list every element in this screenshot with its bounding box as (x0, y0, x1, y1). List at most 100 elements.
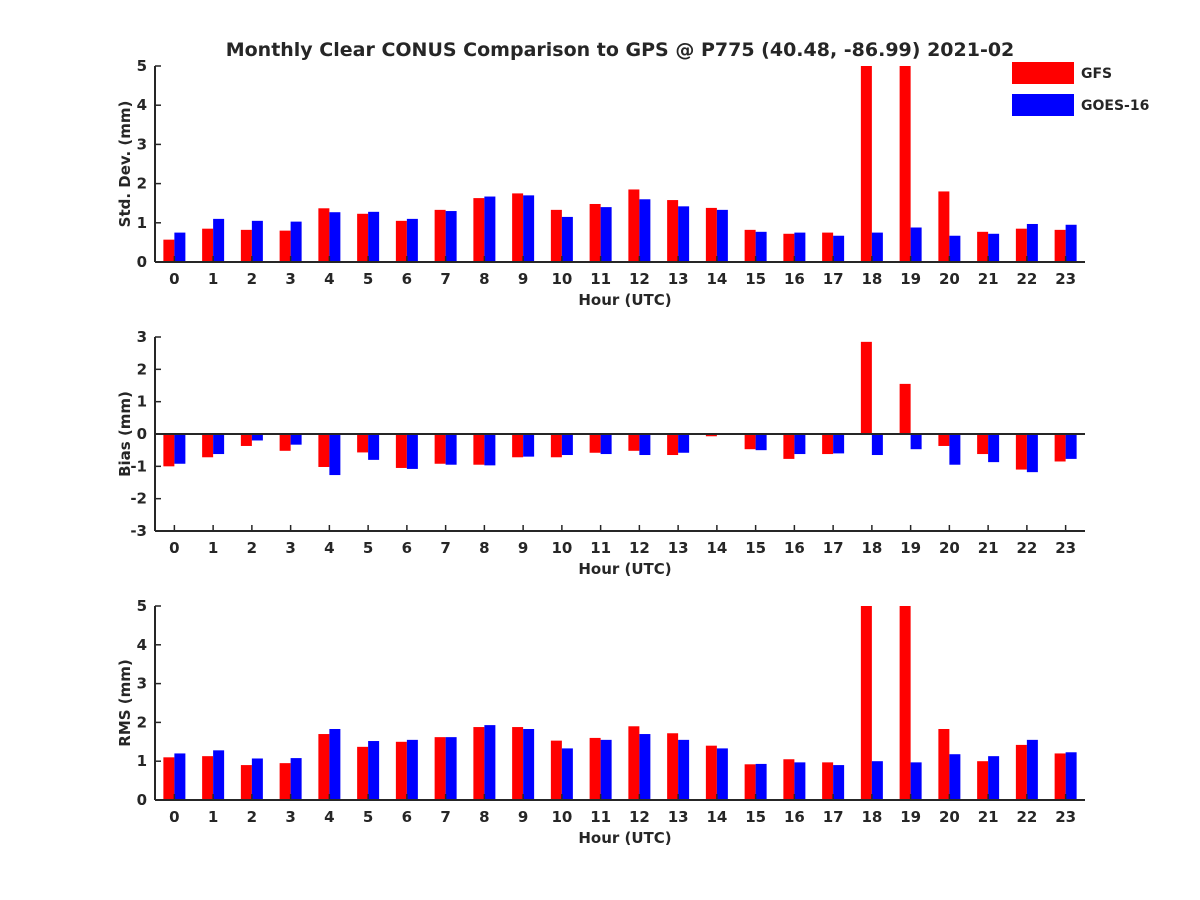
x-tick-label: 8 (479, 539, 489, 557)
bar-gfs-hour-22 (1015, 228, 1027, 262)
x-tick-label: 4 (324, 270, 334, 288)
y-tick-label: 2 (137, 713, 147, 731)
bar-gfs-hour-2 (240, 765, 252, 800)
bar-gfs-hour-23 (1054, 753, 1066, 800)
bar-gfs-hour-20 (938, 191, 950, 262)
bar-goes-16-hour-1 (213, 434, 225, 455)
bar-gfs-hour-8 (473, 198, 485, 262)
legend: GFS GOES-16 (1012, 62, 1149, 116)
bar-goes-16-hour-16 (794, 434, 806, 455)
y-tick-label: 3 (137, 675, 147, 693)
bar-gfs-hour-17 (822, 762, 834, 800)
x-tick-label: 11 (590, 808, 611, 826)
bar-goes-16-hour-5 (368, 434, 380, 460)
x-tick-label: 21 (978, 270, 999, 288)
bar-goes-16-hour-11 (600, 207, 612, 262)
x-tick-label: 18 (861, 270, 882, 288)
bar-gfs-hour-19 (899, 383, 911, 434)
x-tick-label: 13 (668, 270, 689, 288)
bar-gfs-hour-2 (240, 434, 252, 446)
x-tick-label: 16 (784, 808, 805, 826)
x-tick-label: 17 (823, 808, 844, 826)
bar-gfs-hour-4 (318, 734, 330, 800)
bar-gfs-hour-15 (744, 229, 756, 262)
bar-gfs-hour-6 (395, 434, 407, 468)
x-tick-label: 16 (784, 270, 805, 288)
x-tick-label: 8 (479, 808, 489, 826)
bar-goes-16-hour-22 (1026, 739, 1038, 800)
x-tick-label: 17 (823, 270, 844, 288)
bar-gfs-hour-13 (667, 200, 679, 262)
x-tick-label: 11 (590, 270, 611, 288)
bar-gfs-hour-16 (783, 434, 795, 459)
x-tick-label: 14 (706, 539, 727, 557)
x-tick-label: 5 (363, 270, 373, 288)
x-tick-label: 21 (978, 808, 999, 826)
x-tick-label: 20 (939, 270, 960, 288)
bar-gfs-hour-4 (318, 208, 330, 262)
bar-goes-16-hour-11 (600, 739, 612, 800)
x-axis-label: Hour (UTC) (578, 560, 671, 578)
bar-goes-16-hour-20 (949, 235, 961, 262)
x-tick-label: 0 (169, 539, 179, 557)
bar-gfs-hour-16 (783, 759, 795, 800)
y-tick-label: 1 (137, 393, 147, 411)
x-tick-label: 2 (247, 539, 257, 557)
bar-gfs-hour-18 (860, 341, 872, 434)
x-tick-label: 9 (518, 808, 528, 826)
x-tick-label: 23 (1055, 270, 1076, 288)
x-tick-label: 19 (900, 270, 921, 288)
bar-goes-16-hour-2 (251, 220, 263, 262)
bar-gfs-hour-2 (240, 229, 252, 262)
bar-gfs-hour-3 (279, 763, 291, 800)
bar-gfs-hour-0 (163, 757, 175, 800)
bar-goes-16-hour-13 (678, 739, 690, 800)
bar-goes-16-hour-0 (174, 232, 186, 262)
bar-goes-16-hour-22 (1026, 223, 1038, 262)
bar-goes-16-hour-20 (949, 754, 961, 800)
bar-gfs-hour-14 (705, 745, 717, 800)
bar-goes-16-hour-16 (794, 762, 806, 800)
x-tick-label: 0 (169, 270, 179, 288)
x-tick-label: 10 (551, 539, 572, 557)
bar-gfs-hour-21 (977, 434, 989, 455)
bar-goes-16-hour-12 (639, 734, 651, 800)
x-tick-label: 6 (402, 808, 412, 826)
bar-gfs-hour-22 (1015, 434, 1027, 470)
bar-goes-16-hour-15 (755, 763, 767, 800)
y-tick-label: 0 (137, 253, 147, 271)
bar-goes-16-hour-15 (755, 434, 767, 451)
bar-gfs-hour-13 (667, 434, 679, 456)
bar-goes-16-hour-6 (406, 218, 418, 262)
bar-gfs-hour-12 (628, 434, 640, 451)
x-tick-label: 2 (247, 808, 257, 826)
x-tick-label: 2 (247, 270, 257, 288)
bar-gfs-hour-17 (822, 434, 834, 455)
bar-goes-16-hour-10 (561, 434, 573, 456)
legend-label-goes-16: GOES-16 (1081, 98, 1149, 114)
x-tick-label: 22 (1016, 539, 1037, 557)
bar-goes-16-hour-23 (1065, 224, 1077, 262)
y-tick-label: 3 (137, 135, 147, 153)
bar-goes-16-hour-13 (678, 434, 690, 453)
bar-goes-16-hour-8 (484, 725, 496, 800)
bar-gfs-hour-0 (163, 434, 175, 467)
bar-goes-16-hour-9 (523, 434, 535, 457)
x-tick-label: 20 (939, 539, 960, 557)
bar-goes-16-hour-18 (871, 761, 883, 800)
y-tick-label: 4 (137, 636, 147, 654)
x-tick-label: 13 (668, 539, 689, 557)
bar-goes-16-hour-7 (445, 737, 457, 800)
bar-gfs-hour-15 (744, 764, 756, 800)
bar-gfs-hour-19 (899, 66, 911, 262)
x-tick-label: 14 (706, 808, 727, 826)
bar-goes-16-hour-0 (174, 434, 186, 464)
bar-gfs-hour-1 (202, 756, 214, 800)
bar-gfs-hour-8 (473, 727, 485, 800)
bar-goes-16-hour-1 (213, 750, 225, 800)
bar-goes-16-hour-23 (1065, 752, 1077, 800)
x-tick-label: 1 (208, 539, 218, 557)
bar-goes-16-hour-12 (639, 199, 651, 262)
